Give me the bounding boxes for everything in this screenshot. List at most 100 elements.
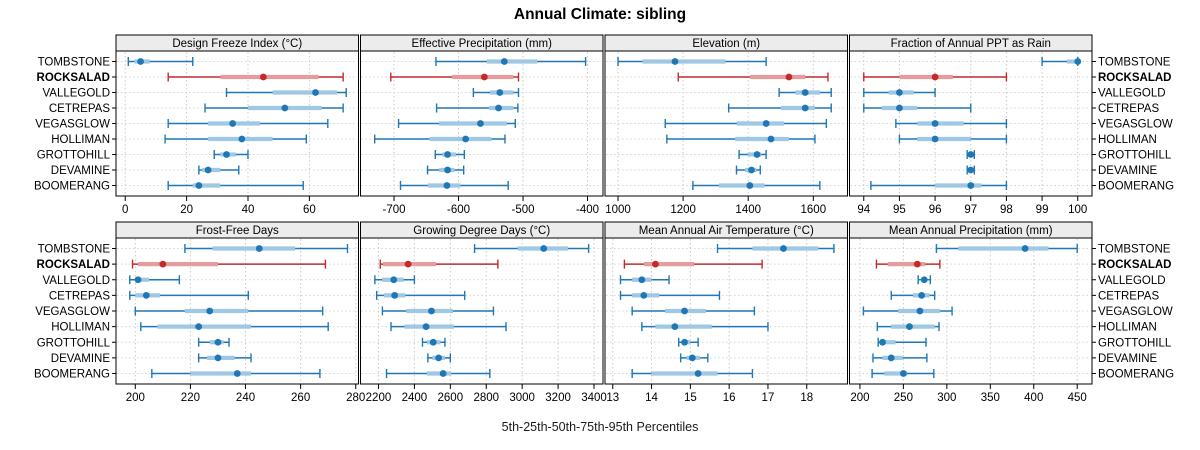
axis-tick-label: 95 bbox=[893, 204, 906, 216]
panel-growing-degree-days-c: Growing Degree Days (°C) 2200 2400 2600 2800… bbox=[360, 221, 607, 404]
site-label-right: ROCKSALAD bbox=[1098, 72, 1171, 84]
panel-title: Elevation (m) bbox=[692, 38, 760, 50]
site-label-right: VEGASGLOW bbox=[1098, 119, 1173, 131]
row-rocksalad bbox=[623, 259, 763, 269]
axis-tick-label: 200 bbox=[850, 392, 869, 404]
axis-tick-label: 15 bbox=[684, 392, 697, 404]
site-label-left: DEVAMINE bbox=[51, 353, 111, 365]
median-dot bbox=[439, 370, 447, 377]
axis-tick-label: -500 bbox=[512, 204, 535, 216]
median-dot bbox=[916, 307, 924, 315]
panel-title: Frost-Free Days bbox=[196, 225, 279, 237]
median-dot bbox=[801, 89, 809, 96]
row-tombstone bbox=[935, 244, 1078, 253]
panel-mean-annual-air-temperature-c: Mean Annual Air Temperature (°C) 13 14 15 16… bbox=[604, 221, 848, 404]
row-cetrepas bbox=[619, 290, 721, 300]
row-vegasglow bbox=[664, 119, 828, 128]
site-label-left: VEGASGLOW bbox=[35, 119, 110, 131]
row-devamine bbox=[198, 165, 240, 175]
row-boomerang bbox=[385, 369, 491, 378]
row-boomerang bbox=[692, 181, 821, 190]
row-boomerang bbox=[167, 181, 304, 190]
median-dot bbox=[746, 182, 754, 189]
median-dot bbox=[879, 338, 886, 346]
site-label-right: DEVAMINE bbox=[1098, 353, 1158, 365]
panel-title: Mean Annual Air Temperature (°C) bbox=[639, 225, 814, 237]
site-label-left: ROCKSALAD bbox=[37, 259, 110, 271]
median-dot bbox=[931, 73, 939, 81]
axis-tick-label: 220 bbox=[181, 392, 200, 404]
site-label-right: CETREPAS bbox=[1098, 290, 1159, 302]
median-dot bbox=[444, 166, 451, 174]
median-dot bbox=[540, 245, 548, 252]
row-tombstone bbox=[1041, 57, 1082, 66]
axis-tick-label: 2400 bbox=[402, 392, 428, 404]
row-holliman bbox=[140, 322, 329, 332]
axis-tick-label: 240 bbox=[236, 392, 255, 404]
median-dot bbox=[137, 58, 144, 65]
row-tombstone bbox=[716, 244, 835, 253]
row-devamine bbox=[735, 165, 761, 175]
site-label-left: TOMBSTONE bbox=[38, 244, 111, 256]
row-vallegold bbox=[374, 275, 416, 285]
median-dot bbox=[931, 135, 939, 143]
row-boomerang bbox=[631, 369, 754, 378]
median-dot bbox=[195, 182, 203, 189]
median-dot bbox=[443, 182, 451, 189]
row-vegasglow bbox=[895, 119, 1008, 128]
row-cetrepas bbox=[204, 103, 344, 113]
median-dot bbox=[967, 151, 975, 158]
row-grottohill bbox=[877, 337, 927, 347]
row-holliman bbox=[390, 322, 507, 332]
median-dot bbox=[500, 58, 508, 65]
row-holliman bbox=[373, 134, 506, 144]
row-boomerang bbox=[870, 181, 1008, 190]
site-label-right: VALLEGOLD bbox=[1098, 88, 1166, 100]
row-holliman bbox=[876, 322, 940, 332]
median-dot bbox=[671, 323, 679, 331]
site-label-right: HOLLIMAN bbox=[1098, 322, 1157, 334]
axis-tick-label: 17 bbox=[762, 392, 775, 404]
axis-tick-label: 2800 bbox=[473, 392, 499, 404]
panel-title: Effective Precipitation (mm) bbox=[412, 38, 553, 50]
median-dot bbox=[1021, 245, 1029, 252]
row-grottohill bbox=[213, 150, 249, 159]
median-dot bbox=[887, 354, 895, 362]
axis-tick-label: 0 bbox=[122, 204, 128, 216]
median-dot bbox=[435, 354, 443, 362]
panel-elevation-m: Elevation (m) 1000 1200 1400 1600 bbox=[604, 34, 848, 216]
row-holliman bbox=[898, 134, 1008, 144]
site-label-right: GROTTOHILL bbox=[1098, 337, 1172, 349]
median-dot bbox=[671, 58, 679, 65]
axis-tick-label: 100 bbox=[1068, 204, 1087, 216]
row-vallegold bbox=[619, 275, 670, 285]
median-dot bbox=[477, 120, 484, 127]
row-grottohill bbox=[738, 150, 767, 159]
panel-grid: Design Freeze Index (°C) 0 20 40 60 Effective… bbox=[112, 34, 1096, 404]
row-grottohill bbox=[434, 150, 466, 159]
row-vegasglow bbox=[862, 306, 953, 316]
site-label-left: DEVAMINE bbox=[51, 165, 111, 177]
median-dot bbox=[134, 276, 142, 284]
site-label-left: VALLEGOLD bbox=[42, 88, 110, 100]
axis-tick-label: 16 bbox=[723, 392, 736, 404]
panel-effective-precipitation-mm: Effective Precipitation (mm) -700 -600 -500… bbox=[360, 34, 604, 216]
row-holliman bbox=[164, 134, 308, 144]
median-dot bbox=[159, 260, 167, 268]
median-dot bbox=[899, 370, 907, 377]
median-dot bbox=[429, 338, 437, 346]
median-dot bbox=[480, 73, 488, 81]
row-cetrepas bbox=[890, 290, 936, 300]
median-dot bbox=[428, 307, 435, 315]
row-vegasglow bbox=[134, 306, 324, 316]
site-label-left: BOOMERANG bbox=[34, 369, 110, 381]
row-cetrepas bbox=[435, 103, 519, 113]
median-dot bbox=[206, 307, 214, 315]
row-grottohill bbox=[197, 337, 230, 347]
row-vallegold bbox=[863, 88, 936, 97]
percentiles-caption: 5th-25th-50th-75th-95th Percentiles bbox=[502, 420, 699, 434]
row-rocksalad bbox=[875, 259, 941, 269]
median-dot bbox=[422, 323, 430, 331]
median-dot bbox=[312, 89, 319, 96]
median-dot bbox=[681, 338, 688, 346]
